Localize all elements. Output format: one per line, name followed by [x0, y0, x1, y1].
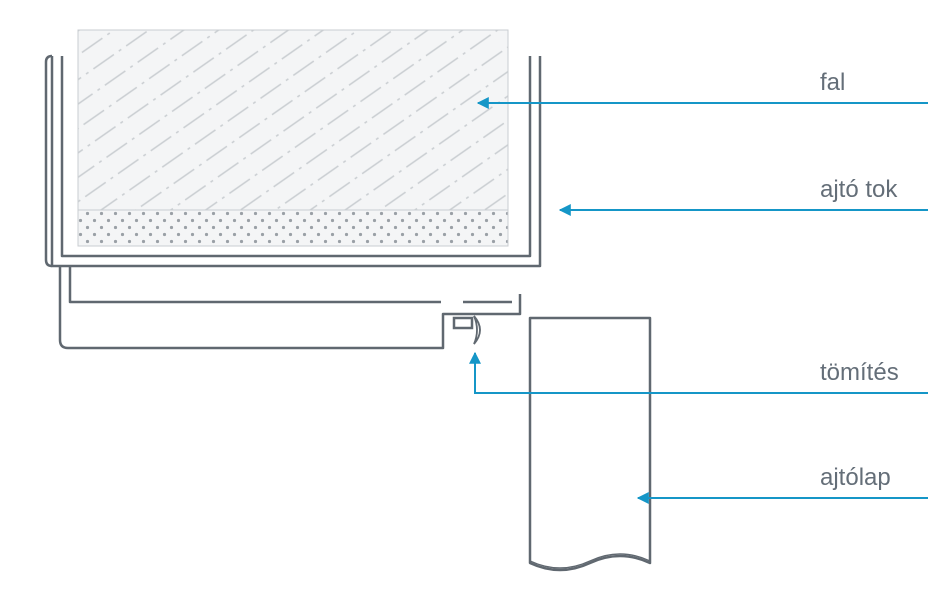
core-strip: [78, 210, 508, 246]
door-leaf-callout: ajtólap: [638, 464, 928, 498]
wall-cross-section: [78, 30, 508, 210]
frame-lower-outer: [60, 266, 520, 348]
door-leaf: [530, 318, 650, 570]
seal-tooth: [454, 318, 472, 328]
seal-label: tömítés: [820, 359, 899, 386]
wall-label: fal: [820, 69, 845, 96]
frame-label: ajtó tok: [820, 176, 898, 203]
frame-lower-inner: [70, 266, 512, 302]
seal-bulb: [474, 316, 480, 344]
door-leaf-label: ajtólap: [820, 464, 891, 491]
technical-diagram: [46, 30, 650, 570]
frame-callout: ajtó tok: [560, 176, 928, 210]
wall-callout: fal: [478, 69, 928, 103]
